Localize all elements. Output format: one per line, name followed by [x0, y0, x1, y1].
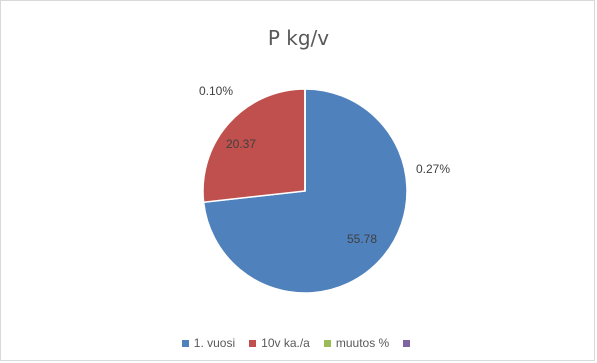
legend-swatch [249, 340, 256, 347]
data-label-3: 0.27% [416, 162, 450, 176]
legend-item-series-1: 1. vuosi [182, 336, 235, 350]
legend-swatch [324, 340, 331, 347]
data-label-2: 20.37 [226, 137, 256, 151]
legend: 1. vuosi 10v ka./a muutos % [0, 336, 597, 350]
legend-label: 1. vuosi [194, 336, 235, 350]
legend-item-series-4 [403, 336, 415, 350]
legend-label: muutos % [336, 336, 389, 350]
legend-label: 10v ka./a [261, 336, 310, 350]
legend-swatch [403, 340, 410, 347]
legend-swatch [182, 340, 189, 347]
data-label-1: 55.78 [347, 232, 377, 246]
legend-item-series-2: 10v ka./a [249, 336, 310, 350]
legend-item-series-3: muutos % [324, 336, 389, 350]
data-label-4: 0.10% [199, 84, 233, 98]
